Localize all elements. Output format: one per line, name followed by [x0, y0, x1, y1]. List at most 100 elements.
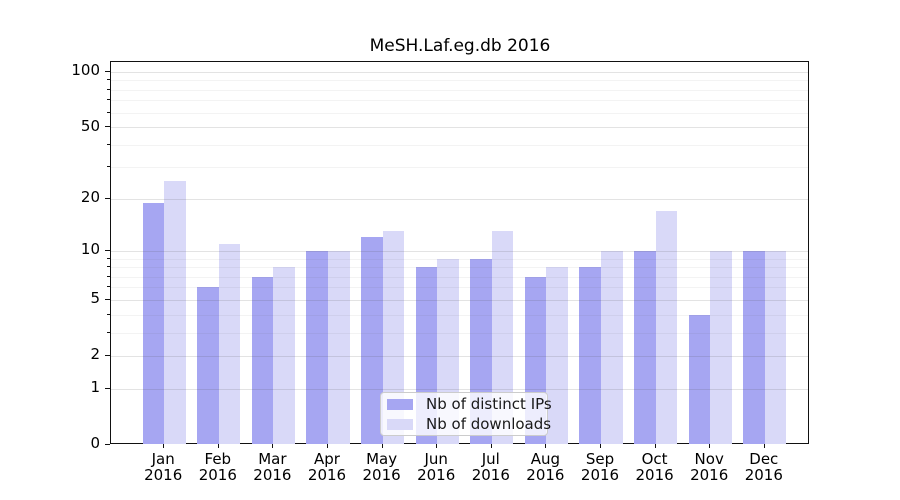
bar-downloads-dec	[764, 250, 787, 445]
gridline-minor-70	[111, 100, 808, 102]
gridline-major-50	[111, 127, 808, 129]
legend-row-distinct-ips: Nb of distinct IPs	[387, 395, 552, 413]
bar-ips-oct	[633, 250, 656, 445]
y-axis-minortick-3	[107, 331, 110, 333]
x-axis-label-jan: Jan 2016	[144, 449, 183, 484]
y-axis-label-100: 100	[71, 61, 100, 80]
plot-area	[110, 61, 809, 445]
y-axis-minortick-30	[107, 166, 110, 168]
bar-ips-mar	[251, 276, 274, 445]
gridline-minor-60	[111, 112, 808, 114]
gridline-minor-4	[111, 314, 808, 316]
y-axis-minortick-9	[107, 257, 110, 259]
bar-downloads-feb	[218, 243, 241, 445]
y-axis-label-10: 10	[80, 240, 100, 259]
y-axis-tick-20	[105, 197, 110, 199]
x-axis-tick-feb	[217, 443, 219, 448]
x-axis-tick-jun	[436, 443, 438, 448]
bar-downloads-oct	[655, 211, 678, 445]
y-axis-minortick-70	[107, 99, 110, 101]
bar-downloads-apr	[328, 250, 350, 445]
legend-row-downloads: Nb of downloads	[387, 415, 551, 433]
x-axis-tick-dec	[763, 443, 765, 448]
y-axis-minortick-80	[107, 88, 110, 90]
x-axis-label-oct: Oct 2016	[635, 449, 674, 484]
y-axis-tick-0	[105, 443, 110, 445]
legend-swatch-ips-icon	[387, 398, 413, 410]
legend-label-downloads: Nb of downloads	[426, 415, 552, 433]
x-axis-label-nov: Nov 2016	[690, 449, 729, 484]
y-axis-tick-10	[105, 249, 110, 251]
bar-downloads-nov	[710, 250, 732, 445]
legend-swatch-downloads-icon	[387, 418, 413, 430]
y-axis-tick-5	[105, 298, 110, 300]
y-axis-minortick-60	[107, 111, 110, 113]
x-axis-tick-jan	[163, 443, 165, 448]
y-axis-minortick-8	[107, 266, 110, 268]
y-axis-minortick-4	[107, 313, 110, 315]
bar-ips-apr	[306, 250, 328, 445]
gridline-minor-7	[111, 276, 808, 278]
bar-downloads-aug	[546, 267, 569, 445]
bar-downloads-may	[382, 231, 405, 445]
bar-downloads-jul	[491, 231, 514, 445]
gridline-minor-30	[111, 167, 808, 169]
y-axis-label-20: 20	[80, 188, 100, 207]
chart-title: MeSH.Laf.eg.db 2016	[369, 36, 551, 56]
x-axis-tick-sep	[600, 443, 601, 448]
y-axis-label-1: 1	[90, 378, 100, 397]
gridline-minor-80	[111, 89, 808, 91]
x-axis-tick-mar	[272, 443, 274, 448]
bar-ips-feb	[197, 287, 219, 445]
y-axis-minortick-6	[107, 286, 110, 288]
y-axis-tick-1	[105, 387, 110, 389]
x-axis-label-may: May 2016	[362, 449, 401, 484]
x-axis-label-jul: Jul 2016	[471, 449, 510, 484]
bar-ips-sep	[579, 267, 601, 445]
bar-ips-may	[360, 237, 383, 445]
x-axis-label-jun: Jun 2016	[417, 449, 456, 484]
legend: Nb of distinct IPs Nb of downloads	[380, 392, 552, 436]
y-axis-minortick-7	[107, 275, 110, 277]
x-axis-tick-may	[381, 443, 383, 448]
x-axis-tick-oct	[654, 443, 656, 448]
x-axis-label-dec: Dec 2016	[744, 449, 783, 484]
y-axis-label-5: 5	[90, 289, 100, 308]
gridline-major-1	[111, 388, 808, 390]
y-axis-minortick-40	[107, 143, 110, 145]
x-axis-tick-jul	[490, 443, 492, 448]
gridline-major-20	[111, 198, 808, 200]
y-axis-tick-50	[105, 126, 110, 128]
y-axis-label-0: 0	[90, 434, 100, 452]
y-axis-label-50: 50	[80, 116, 100, 135]
bar-downloads-jan	[164, 181, 186, 445]
y-axis-label-2: 2	[90, 345, 100, 364]
x-axis-label-feb: Feb 2016	[198, 449, 237, 484]
bar-ips-dec	[743, 250, 765, 445]
gridline-minor-90	[111, 80, 808, 82]
gridline-minor-6	[111, 287, 808, 289]
gridline-minor-8	[111, 267, 808, 269]
x-axis-tick-aug	[545, 443, 547, 448]
x-axis-tick-nov	[709, 443, 711, 448]
y-axis-tick-100	[105, 70, 110, 72]
y-axis-minortick-90	[107, 79, 110, 81]
bar-ips-jan	[142, 202, 165, 445]
gridline-minor-40	[111, 144, 808, 146]
bar-downloads-sep	[601, 250, 623, 445]
x-axis-label-apr: Apr 2016	[307, 449, 347, 484]
legend-label-distinct-ips: Nb of distinct IPs	[426, 395, 552, 413]
x-axis-label-aug: Aug 2016	[526, 449, 565, 484]
x-axis-label-mar: Mar 2016	[253, 449, 292, 484]
bar-downloads-mar	[273, 267, 296, 445]
gridline-minor-3	[111, 332, 808, 334]
gridline-minor-9	[111, 258, 808, 260]
x-axis-tick-apr	[327, 443, 328, 448]
gridline-major-100	[111, 71, 808, 73]
bar-ips-nov	[688, 314, 711, 445]
gridline-major-10	[111, 250, 808, 252]
gridline-major-5	[111, 299, 808, 301]
x-axis-label-sep: Sep 2016	[580, 449, 620, 484]
gridline-major-2	[111, 355, 808, 357]
